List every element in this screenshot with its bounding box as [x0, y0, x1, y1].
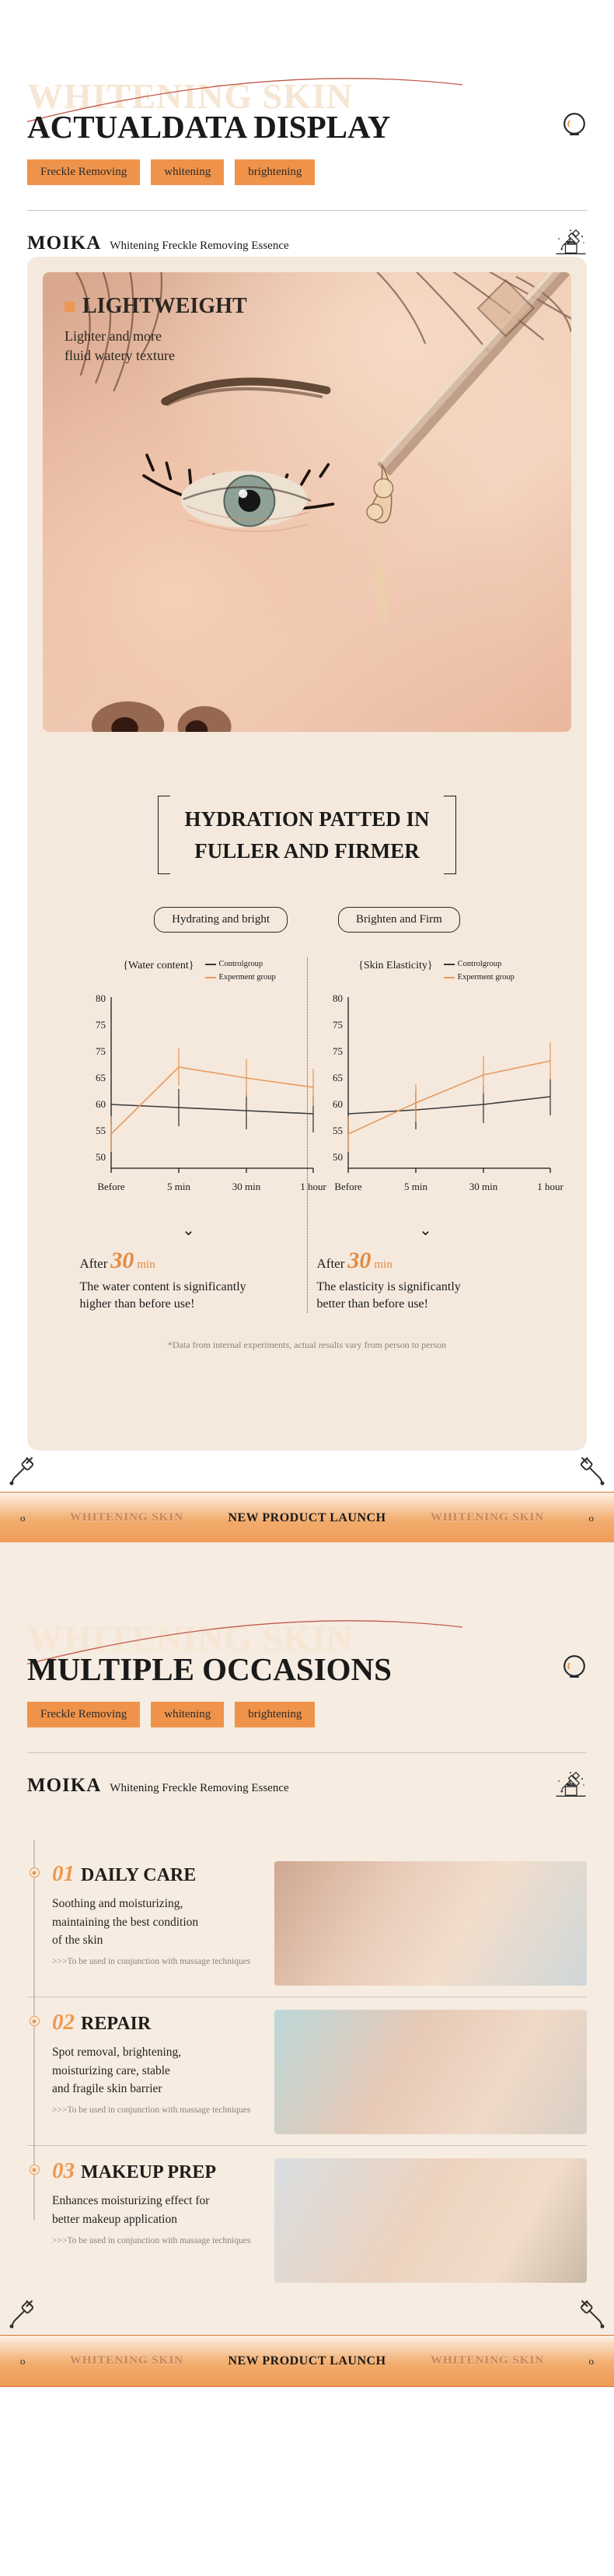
svg-text:80: 80: [96, 992, 106, 1004]
svg-text:55: 55: [96, 1125, 106, 1136]
svg-text:65: 65: [333, 1072, 343, 1083]
svg-text:60: 60: [96, 1098, 106, 1110]
svg-text:50: 50: [96, 1151, 106, 1163]
svg-text:75: 75: [96, 1019, 106, 1031]
svg-text:75: 75: [333, 1045, 343, 1057]
svg-text:75: 75: [333, 1019, 343, 1031]
svg-text:50: 50: [333, 1151, 343, 1163]
svg-text:80: 80: [333, 992, 343, 1004]
svg-text:Before: Before: [334, 1181, 362, 1192]
svg-text:30 min: 30 min: [469, 1181, 497, 1192]
svg-text:Before: Before: [97, 1181, 125, 1192]
svg-text:60: 60: [333, 1098, 343, 1110]
svg-text:5 min: 5 min: [404, 1181, 427, 1192]
svg-text:5 min: 5 min: [167, 1181, 190, 1192]
svg-text:65: 65: [96, 1072, 106, 1083]
svg-text:30 min: 30 min: [232, 1181, 260, 1192]
svg-text:1 hour: 1 hour: [537, 1181, 563, 1192]
svg-text:55: 55: [333, 1125, 343, 1136]
svg-text:75: 75: [96, 1045, 106, 1057]
